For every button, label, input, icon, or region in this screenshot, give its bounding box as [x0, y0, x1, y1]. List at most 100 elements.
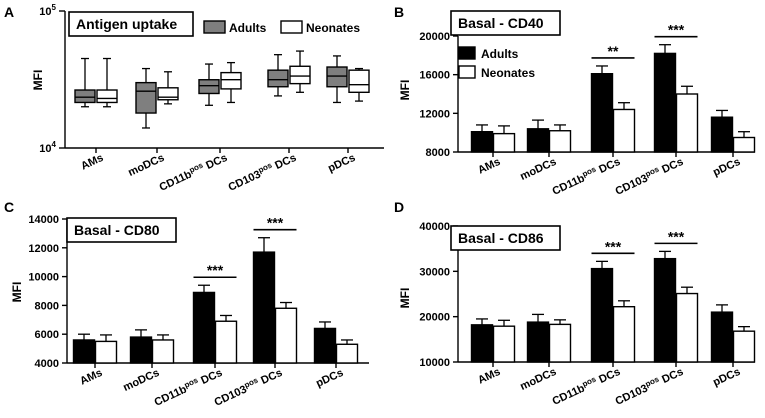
panel-d-xtick-cd11bpos-end: DCs [594, 366, 622, 387]
panel-d-y-label: MFI [398, 288, 412, 309]
panel-a-y-axis: 105 104 MFI [31, 3, 66, 155]
panel-a-box-neonates-cd11bpos [220, 71, 242, 90]
panel-c-xtick-cd103pos-end: DCs [256, 367, 284, 388]
panel-d-ytick-40000: 40000 [419, 221, 450, 233]
panel-b-plot-area: ***** [458, 22, 756, 157]
panel-c-title-box [66, 217, 177, 243]
panel-a-box-adults-ams [74, 89, 96, 104]
panel-a-title: Antigen uptake [76, 16, 177, 32]
panel-a-box-adults-cd11bpos [198, 79, 220, 95]
panel-b-xtick-cd11bpos-end: DCs [594, 156, 622, 177]
panel-b-bar-adults-modcs [526, 128, 550, 153]
panel-d-xtick-cd103pos-end: DCs [657, 366, 685, 387]
panel-d-bar-adults-modcs [526, 321, 550, 363]
panel-c-plot-area: *** *** [67, 215, 369, 368]
panel-b-xtick-modcs: moDCs [518, 156, 558, 183]
panel-b-ytick-8000: 8000 [426, 147, 450, 159]
panel-b-y-label: MFI [398, 80, 412, 101]
panel-a-ytick-top-base: 10 [39, 6, 51, 18]
panel-c-xtick-modcs: moDCs [121, 367, 161, 394]
panel-a-xtick-cd11bpos: CD11bpos DCs [157, 150, 230, 194]
panel-a-xtick-pdcs-main: pDCs [326, 152, 357, 175]
panel-d-xtick-cd11bpos-main: CD11b [551, 382, 587, 407]
panel-a-ytick-top: 105 [39, 3, 56, 18]
panel-d-bar-neonates-ams [492, 325, 516, 363]
panel-c-xtick-cd103pos-main: CD103 [213, 383, 249, 408]
panel-letter-a: A [4, 4, 14, 20]
panel-d-bar-neonates-modcs [548, 323, 572, 363]
panel-a-legend-label-adults: Adults [229, 21, 267, 35]
panel-d-xtick-ams-main: AMs [476, 366, 502, 387]
panel-b-legend-swatch-neonates [458, 65, 476, 79]
panel-a-box-neonates-pdcs [348, 69, 370, 94]
panel-b-xtick-cd103pos: CD103pos DCs [613, 154, 686, 198]
panel-d-xtick-modcs: moDCs [518, 366, 558, 393]
panel-b-xtick-cd11bpos-main: CD11b [551, 172, 587, 197]
panel-b-ytick-12000: 12000 [419, 108, 450, 120]
panel-d-xtick-pdcs-main: pDCs [711, 366, 742, 389]
panel-a-xtick-cd11bpos-main: CD11b [158, 168, 194, 193]
panel-b-xtick-ams-main: AMs [476, 156, 502, 177]
panel-b-bar-neonates-pdcs [732, 136, 756, 153]
panel-a-ytick-bottom-exp: 4 [52, 140, 57, 149]
panel-a-xtick-modcs-main: moDCs [126, 152, 166, 179]
panel-c-ytick-12000: 12000 [28, 243, 59, 255]
panel-a-title-box [68, 11, 194, 37]
panel-c-bar-neonates-ams [94, 340, 118, 364]
panel-b-xtick-modcs-main: moDCs [518, 156, 558, 183]
panel-b-bar-neonates-modcs [548, 130, 572, 153]
panel-a-xtick-ams: AMs [79, 152, 105, 173]
panel-c-ytick-14000: 14000 [28, 214, 59, 226]
panel-b-sig-label-cd11bpos: ** [608, 43, 619, 59]
panel-b-legend-label-neonates: Neonates [481, 66, 535, 80]
panel-d-ytick-10000: 10000 [419, 357, 450, 369]
panel-b-xtick-cd11bpos: CD11bpos DCs [550, 154, 623, 198]
panel-a-legend-swatch-neonates [280, 20, 303, 34]
panel-c-xtick-ams: AMs [78, 367, 104, 388]
panel-a-box-neonates-ams [96, 89, 118, 104]
panel-a-plot-area [65, 50, 384, 153]
panel-c-y-label: MFI [10, 282, 24, 303]
panel-b-ytick-20000: 20000 [419, 31, 450, 43]
panel-d-sig-label-cd103pos: *** [668, 228, 685, 244]
panel-c-xtick-cd11bpos-main: CD11b [153, 383, 189, 408]
panel-d-bar-adults-ams [470, 324, 494, 363]
panel-a-xtick-pdcs: pDCs [326, 152, 357, 175]
panel-c-y-axis: 4000 6000 8000 10000 12000 14000 [28, 214, 68, 370]
panel-c-xtick-cd11bpos: CD11bpos DCs [152, 365, 225, 409]
panel-b-legend-swatch-adults [458, 46, 476, 60]
panel-a-box-adults-modcs [135, 81, 157, 114]
panel-c-bar-neonates-modcs [151, 339, 175, 364]
panel-a-legend-label-neonates: Neonates [306, 21, 360, 35]
panel-d-xtick-ams: AMs [476, 366, 502, 387]
panel-a-xtick-modcs: moDCs [126, 152, 166, 179]
panel-d-plot-area: *** *** [458, 228, 756, 367]
panel-b-bar-adults-cd103pos [653, 52, 677, 153]
panel-c-sig-label-cd103pos: *** [267, 215, 284, 231]
panel-letter-b: B [394, 4, 404, 20]
panel-d-y-axis: 10000 20000 30000 40000 [419, 221, 459, 369]
panel-b-xtick-cd103pos-main: CD103 [614, 172, 650, 197]
panel-d-ytick-30000: 30000 [419, 266, 450, 278]
panel-a-y-label: MFI [31, 70, 45, 91]
panel-c-bar-adults-ams [72, 339, 96, 364]
panel-a-xtick-cd103pos-end: DCs [270, 152, 298, 173]
panel-d-title: Basal - CD86 [458, 230, 544, 246]
panel-c-bar-neonates-cd11bpos [214, 320, 238, 364]
panel-c-ytick-4000: 4000 [35, 358, 59, 370]
panel-a-xtick-cd103pos: CD103pos DCs [226, 150, 299, 194]
panel-a-ytick-bottom-base: 10 [39, 143, 51, 155]
panel-d-xtick-cd11bpos: CD11bpos DCs [550, 364, 623, 408]
panel-b-bar-neonates-cd103pos [675, 93, 699, 153]
panel-a-xtick-ams-main: AMs [79, 152, 105, 173]
panel-c-bar-adults-modcs [129, 336, 153, 364]
panel-c-ytick-6000: 6000 [35, 329, 59, 341]
panel-c-sig-label-cd11bpos: *** [207, 262, 224, 278]
panel-c-xtick-cd103pos: CD103pos DCs [212, 365, 285, 409]
